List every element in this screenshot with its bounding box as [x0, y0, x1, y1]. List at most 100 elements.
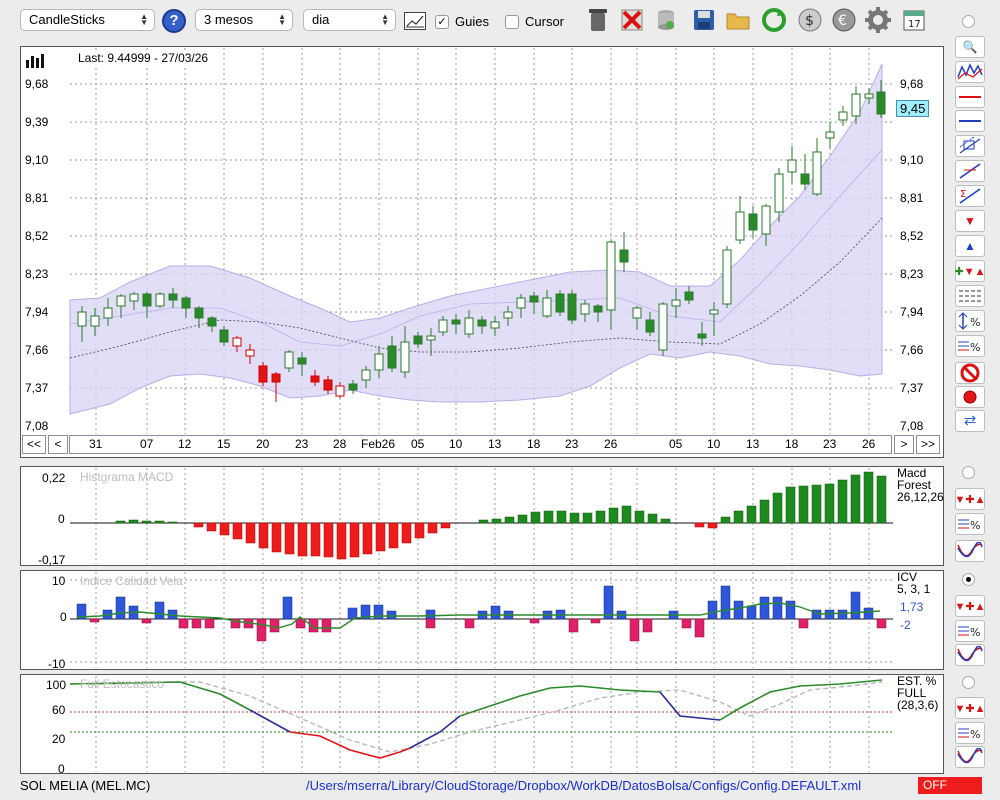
no-entry-button[interactable] [955, 362, 985, 384]
nav-next-button[interactable]: > [894, 435, 914, 454]
chart-overlay-icon [957, 63, 983, 80]
indicator-overlay-button[interactable] [955, 61, 985, 83]
fibonacci-channel-button[interactable] [955, 135, 985, 157]
curve-icon [957, 748, 983, 764]
trash-icon[interactable] [584, 6, 612, 34]
delete-red-x-icon[interactable] [618, 6, 646, 34]
bars-icon[interactable] [26, 54, 44, 68]
chart-view-icon[interactable] [404, 12, 426, 30]
trendline-button[interactable] [955, 160, 985, 182]
channel-icon [959, 137, 981, 154]
icv-lines-button[interactable]: % [955, 620, 985, 642]
stoch-lines-button[interactable]: % [955, 722, 985, 744]
macd-arrows-button[interactable]: ▼✚▲ [955, 488, 986, 510]
config-path-link[interactable]: /Users/mserra/Library/CloudStorage/Dropb… [306, 778, 862, 793]
status-off-badge[interactable]: OFF [918, 777, 982, 794]
save-icon[interactable] [690, 6, 718, 34]
record-button[interactable] [955, 386, 985, 408]
date-label: 20 [256, 437, 270, 451]
chevron-updown-icon: ▲ ▼ [278, 12, 286, 27]
open-folder-icon[interactable] [724, 6, 752, 34]
cursor-checkbox[interactable] [505, 15, 519, 29]
add-signal-button[interactable]: ✚▼▲ [955, 260, 986, 282]
y-label: 9,68 [25, 77, 49, 91]
red-arrows-icon: ▼✚▲ [954, 702, 986, 715]
panel-radio-main[interactable] [962, 15, 975, 28]
y-label: 8,23 [25, 267, 49, 281]
sell-arrow-button[interactable]: ▼ [955, 210, 985, 232]
legend-line: 5, 3, 1 [897, 582, 931, 596]
date-label: 18 [785, 437, 799, 451]
legend-line: ICV [897, 570, 918, 584]
sync-button[interactable]: ⇄ [955, 410, 985, 432]
refresh-arrows-icon: ⇄ [963, 412, 977, 429]
guies-checkbox[interactable]: ✓ [435, 15, 449, 29]
percent-scale-button[interactable]: % [955, 310, 985, 332]
date-label: 05 [669, 437, 683, 451]
date-label: 18 [527, 437, 541, 451]
macd-y-label: -0,17 [38, 553, 66, 567]
no-entry-icon [960, 363, 980, 383]
stoch-arrows-button[interactable]: ▼✚▲ [954, 697, 986, 719]
icv-curve-button[interactable] [955, 644, 985, 666]
panel-radio-stochastic[interactable] [962, 676, 975, 689]
buy-arrow-button[interactable]: ▲ [955, 235, 985, 257]
y-label: 7,66 [25, 343, 49, 357]
legend-line: (28,3,6) [897, 698, 939, 712]
date-label: 10 [449, 437, 463, 451]
database-icon[interactable] [652, 6, 680, 34]
stoch-curve-button[interactable] [955, 746, 985, 768]
percent-lines-button[interactable]: % [955, 335, 985, 357]
macd-curve-button[interactable] [955, 540, 985, 562]
date-label: 13 [488, 437, 502, 451]
date-label: 23 [823, 437, 837, 451]
grid-lines-button[interactable] [955, 285, 985, 307]
macd-lines-button[interactable]: % [955, 513, 985, 535]
panel-radio-icv[interactable] [962, 573, 975, 586]
curve-icon [957, 542, 983, 558]
legend-line: Forest [897, 478, 932, 492]
y-label: 7,66 [900, 343, 924, 357]
euro-icon[interactable]: € [830, 6, 858, 34]
date-label: Feb26 [361, 437, 396, 451]
interval-select[interactable]: dia ▲ ▼ [303, 9, 396, 31]
panel-radio-macd[interactable] [962, 466, 975, 479]
cursor-label: Cursor [525, 14, 565, 29]
help-icon[interactable]: ? [162, 9, 186, 33]
y-label: 9,39 [25, 115, 49, 129]
zoom-tool-button[interactable]: 🔍 [955, 36, 985, 58]
refresh-icon[interactable] [760, 6, 788, 34]
y-label: 9,68 [900, 77, 924, 91]
nav-last-button[interactable]: >> [916, 435, 940, 454]
nav-first-button[interactable]: << [22, 435, 46, 454]
red-dot-icon [963, 390, 977, 404]
up-arrow-blue-icon: ▲ [964, 239, 976, 253]
red-arrows-icon: ▼✚▲ [954, 600, 986, 613]
settings-gear-icon[interactable] [864, 6, 892, 34]
legend-line: 26,12,26 [897, 490, 944, 504]
ticker-label: SOL MELIA (MEL.MC) [20, 778, 151, 793]
legend-line: FULL [897, 686, 927, 700]
period-select[interactable]: 3 mesos ▲ ▼ [195, 9, 293, 31]
date-label: 26 [862, 437, 876, 451]
stoch-legend: EST. % FULL (28,3,6) [897, 675, 938, 711]
y-label: 7,37 [25, 381, 49, 395]
svg-text:%: % [970, 626, 980, 639]
date-label: 15 [217, 437, 231, 451]
macd-legend: Macd Forest 26,12,26 [897, 467, 944, 503]
sum-trendline-button[interactable]: Σ [955, 185, 985, 207]
horizontal-blue-line-button[interactable] [955, 110, 985, 132]
date-label: 12 [178, 437, 192, 451]
date-axis[interactable] [69, 435, 892, 454]
chart-type-select[interactable]: CandleSticks ▲ ▼ [20, 9, 155, 31]
y-label: 8,52 [25, 229, 49, 243]
dollar-sync-icon[interactable]: $ [796, 6, 824, 34]
icv-arrows-button[interactable]: ▼✚▲ [954, 595, 986, 617]
calendar-icon[interactable]: 17 [900, 6, 928, 34]
date-label: 26 [604, 437, 618, 451]
macd-y-label: 0,22 [42, 471, 66, 485]
horizontal-red-line-button[interactable] [955, 86, 985, 108]
svg-text:%: % [970, 519, 980, 532]
icv-value-negative: -2 [900, 618, 911, 632]
nav-prev-button[interactable]: < [48, 435, 68, 454]
